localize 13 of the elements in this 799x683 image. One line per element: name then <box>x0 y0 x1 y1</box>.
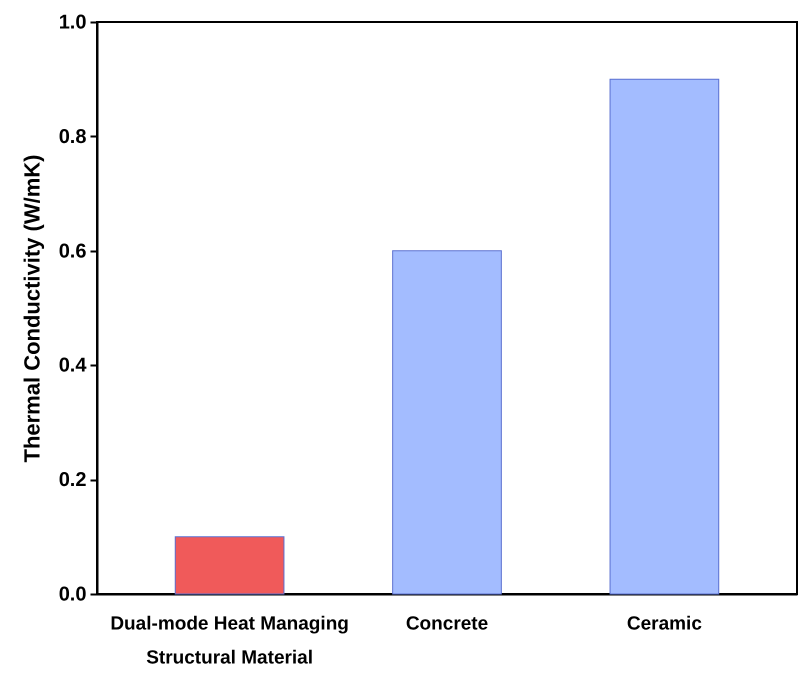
x-tick-label: Dual-mode Heat Managing Structural Material <box>110 614 349 668</box>
x-tick-label: Ceramic <box>626 614 702 634</box>
y-tick-label: 0.6 <box>58 240 86 262</box>
bar <box>174 536 284 594</box>
y-tick-label: 0.8 <box>58 126 86 148</box>
y-tick-label: 1.0 <box>58 12 86 34</box>
x-tick-label: Concrete <box>406 614 488 634</box>
y-axis-title: Thermal Conductivity (W/mK) <box>20 154 45 463</box>
y-tick-label: 0.2 <box>58 469 86 492</box>
y-tick-label: 0.0 <box>58 584 86 606</box>
y-tick-label: 0.4 <box>58 354 88 377</box>
bar <box>392 250 502 594</box>
bar <box>610 78 720 594</box>
